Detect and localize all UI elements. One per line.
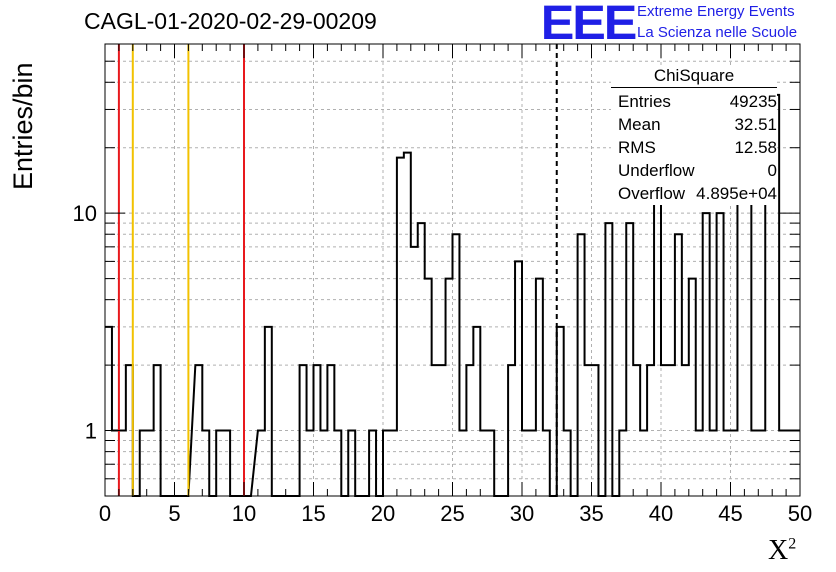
stats-value: 0 xyxy=(767,161,777,180)
stats-label: Mean xyxy=(618,115,661,134)
stats-row-rms: RMS 12.58 xyxy=(611,136,777,159)
eee-logo: EEE xyxy=(540,0,638,50)
stats-value: 12.58 xyxy=(734,138,777,157)
chart-title: CAGL-01-2020-02-29-00209 xyxy=(84,8,377,34)
stats-title: ChiSquare xyxy=(611,66,777,88)
y-axis-label: Entries/bin xyxy=(8,62,38,190)
x-tick-label: 50 xyxy=(788,501,812,526)
y-tick-label: 10 xyxy=(73,201,97,226)
stats-row-mean: Mean 32.51 xyxy=(611,113,777,136)
x-tick-label: 30 xyxy=(510,501,534,526)
x-axis-label: X2 xyxy=(768,535,796,567)
stats-box: ChiSquare Entries 49235 Mean 32.51 RMS 12.5… xyxy=(611,66,777,205)
x-tick-label: 45 xyxy=(718,501,742,526)
x-tick-label: 40 xyxy=(649,501,673,526)
stats-row-underflow: Underflow 0 xyxy=(611,159,777,182)
x-tick-label: 35 xyxy=(579,501,603,526)
logo-line2: La Scienza nelle Scuole xyxy=(637,24,798,41)
logo-line1: Extreme Energy Events xyxy=(637,3,795,20)
x-tick-label: 10 xyxy=(232,501,256,526)
stats-value: 4.895e+04 xyxy=(696,184,777,203)
x-tick-label: 25 xyxy=(440,501,464,526)
x-axis-label-superscript: 2 xyxy=(788,535,797,553)
x-tick-label: 5 xyxy=(168,501,180,526)
y-tick-label: 1 xyxy=(85,419,97,444)
x-tick-label: 15 xyxy=(301,501,325,526)
stats-label: Underflow xyxy=(618,161,695,180)
x-tick-label: 20 xyxy=(371,501,395,526)
stats-label: Overflow xyxy=(618,184,686,203)
stats-value: 49235 xyxy=(729,92,777,111)
stats-label: Entries xyxy=(618,92,671,111)
stats-row-entries: Entries 49235 xyxy=(611,90,777,113)
x-axis-label-symbol: X xyxy=(768,535,789,566)
stats-value: 32.51 xyxy=(734,115,777,134)
x-tick-label: 0 xyxy=(99,501,111,526)
stats-label: RMS xyxy=(618,138,656,157)
stats-row-overflow: Overflow 4.895e+04 xyxy=(611,182,777,205)
